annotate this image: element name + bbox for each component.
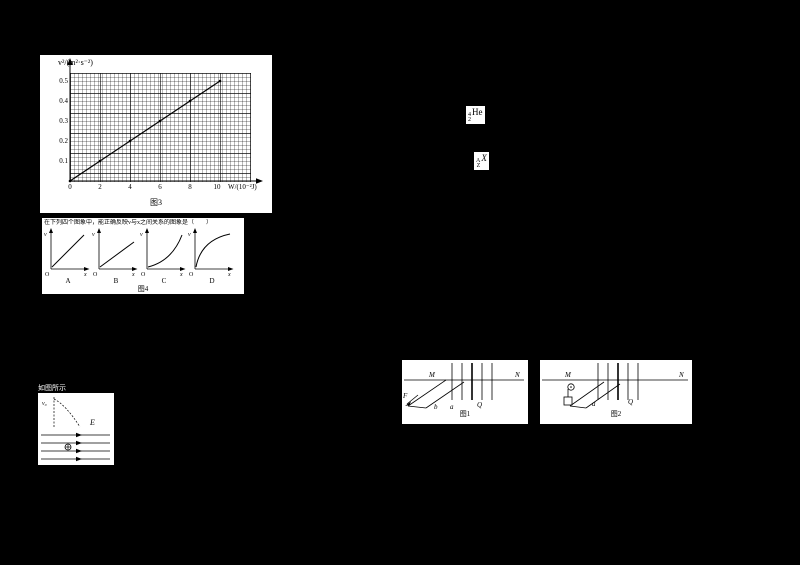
incline-edge [569, 381, 605, 407]
figure1-panel: F M N b a Q 图1 [402, 360, 528, 424]
helium-mass: 4 [468, 112, 471, 118]
fig3-xtick: 0 [68, 183, 72, 191]
mini-x-label: x [83, 272, 87, 277]
mini-y-label: v [44, 232, 47, 238]
fig3-xtick: 2 [98, 183, 102, 191]
label-b: b [434, 403, 438, 410]
field-figure-panel: v₀ E [38, 393, 114, 465]
fig4-graph-b: v O x [92, 228, 138, 277]
label-a: a [592, 400, 596, 408]
field-line-arrows [76, 432, 82, 462]
fig3-ytick: 0.4 [59, 97, 68, 105]
dashed-trajectory [53, 398, 81, 428]
fig3-x-axis-label: W/(10⁻²J) [228, 183, 257, 191]
incline-edge [585, 383, 621, 409]
label-M: M [564, 371, 572, 379]
nuclide-x-charge: Z [476, 163, 481, 169]
fig2-caption: 图2 [610, 410, 622, 418]
helium-charge: 2 [468, 117, 471, 123]
mini-origin-label: O [93, 272, 98, 277]
label-N: N [514, 371, 520, 379]
fig4-graph-d: v O x [188, 228, 234, 277]
option-a-curve [51, 234, 85, 268]
mini-y-label: v [140, 232, 143, 238]
fig3-grid [70, 73, 251, 182]
fig4-option-b: v O x B [92, 227, 140, 285]
option-d-letter: D [209, 277, 215, 285]
nuclide-x-symbol: X [481, 153, 487, 163]
fig4-option-c: v O x C [140, 227, 188, 285]
figure3-panel: v²/(m²·s⁻²) 0.5 0.4 0.3 0.2 0.1 0 2 4 6 … [40, 55, 272, 213]
hanging-block [563, 396, 573, 406]
field-strength-label: E [89, 418, 95, 427]
fig4-graph-c: v O x [140, 228, 186, 277]
fig4-option-d: v O x D [188, 227, 236, 285]
fig4-graph-a: v O x [44, 228, 90, 277]
label-N: N [678, 371, 684, 379]
option-b-curve [99, 241, 135, 268]
helium-symbol: He [472, 107, 483, 117]
fig4-options-row: v O x A v O x B [44, 227, 242, 285]
mini-origin-label: O [45, 272, 50, 277]
option-c-curve [147, 234, 183, 268]
fig3-xtick: 6 [158, 183, 162, 191]
option-b-letter: B [113, 277, 119, 285]
fig3-y-axis-label: v²/(m²·s⁻²) [58, 58, 93, 67]
fig2-drawing: M N a Q [542, 363, 688, 409]
pulley [567, 383, 575, 391]
mini-x-label: x [179, 272, 183, 277]
field-pretext: 如图所示 [38, 384, 66, 392]
option-d-curve [195, 233, 231, 268]
force-arrow-line [406, 394, 419, 405]
mini-x-label: x [227, 272, 231, 277]
pulley-axle [570, 386, 572, 388]
fig3-x-axis-arrow [256, 178, 263, 184]
fig1-caption: 图1 [459, 410, 471, 418]
fig3-caption: 图3 [150, 198, 162, 207]
mini-x-label: x [131, 272, 135, 277]
fig4-prompt: 在下列四个图象中，能正确反映v与x之间关系的图象是（ ） [44, 220, 213, 226]
fig4-caption: 图4 [137, 285, 149, 293]
velocity-label: v₀ [42, 401, 47, 407]
field-lines [41, 434, 110, 460]
mini-y-label: v [188, 232, 191, 238]
incline-edge [425, 381, 465, 409]
fig3-ytick: 0.2 [59, 137, 68, 145]
fig3-xtick: 8 [188, 183, 192, 191]
mini-origin-label: O [141, 272, 146, 277]
label-M: M [428, 371, 436, 379]
figure2-panel: M N a Q 图2 [540, 360, 692, 424]
fig3-ytick: 0.3 [59, 117, 68, 125]
force-arrowhead [405, 401, 411, 406]
figure4-panel: 在下列四个图象中，能正确反映v与x之间关系的图象是（ ） v O x A [42, 218, 244, 294]
label-Q: Q [477, 401, 482, 409]
mini-y-label: v [92, 232, 95, 238]
nuclide-x-mass: A [476, 158, 481, 164]
nuclide-helium: 4 2 He [466, 106, 485, 124]
mini-origin-label: O [189, 272, 194, 277]
fig3-ytick: 0.1 [59, 157, 68, 165]
option-c-letter: C [161, 277, 167, 285]
fig4-option-a: v O x A [44, 227, 92, 285]
fig3-ytick: 0.5 [59, 77, 68, 85]
option-a-letter: A [65, 277, 71, 285]
incline-edge [407, 379, 447, 407]
fig3-xtick: 10 [213, 183, 221, 191]
field-drawing: v₀ E [41, 397, 110, 462]
fig3-xtick: 4 [128, 183, 132, 191]
fig1-drawing: F M N b a Q [402, 363, 524, 410]
label-F: F [402, 392, 408, 400]
label-a: a [450, 403, 454, 410]
label-Q: Q [628, 398, 633, 406]
